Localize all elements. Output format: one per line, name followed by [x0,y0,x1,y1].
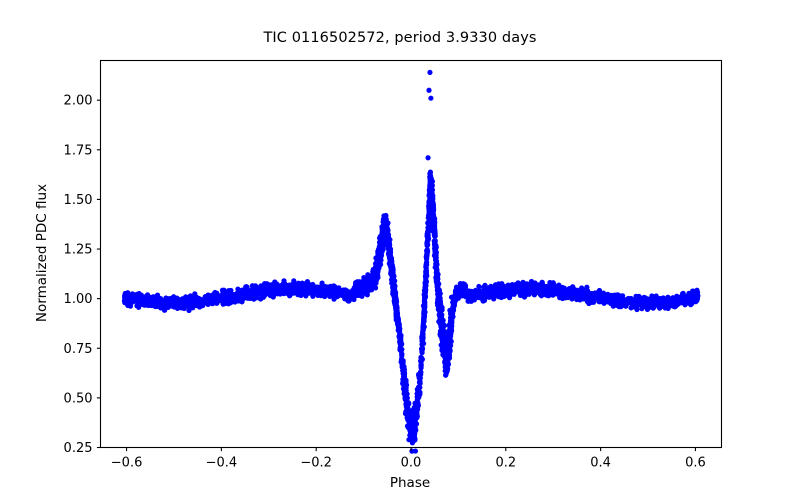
y-axis-label: Normalized PDC flux [34,184,50,322]
y-tick-label: 0.50 [64,391,93,406]
page-title: TIC 0116502572, period 3.9330 days [263,30,537,46]
x-axis-label: Phase [390,475,430,491]
x-tick-label: 0.6 [685,456,706,471]
x-tick-label: 0.2 [495,456,516,471]
x-tick-label: −0.6 [111,456,143,471]
x-tick-label: −0.4 [206,456,238,471]
x-axis-ticks: −0.6 −0.4 −0.2 0.0 0.2 0.4 0.6 [111,447,706,471]
x-tick-label: 0.0 [401,456,422,471]
axes-frame [99,59,723,449]
y-tick-label: 2.00 [64,94,93,109]
x-tick-label: −0.2 [300,456,332,471]
y-tick-label: 1.75 [64,143,93,158]
y-tick-label: 1.25 [64,243,93,258]
y-axis-ticks: 0.25 0.50 0.75 1.00 1.25 1.50 1.75 2.00 [64,94,101,456]
data-points-layer [121,69,701,454]
y-tick-label: 1.00 [64,292,93,307]
x-tick-label: 0.4 [590,456,611,471]
y-tick-label: 0.25 [64,441,93,456]
y-tick-label: 0.75 [64,342,93,357]
y-tick-label: 1.50 [64,193,93,208]
